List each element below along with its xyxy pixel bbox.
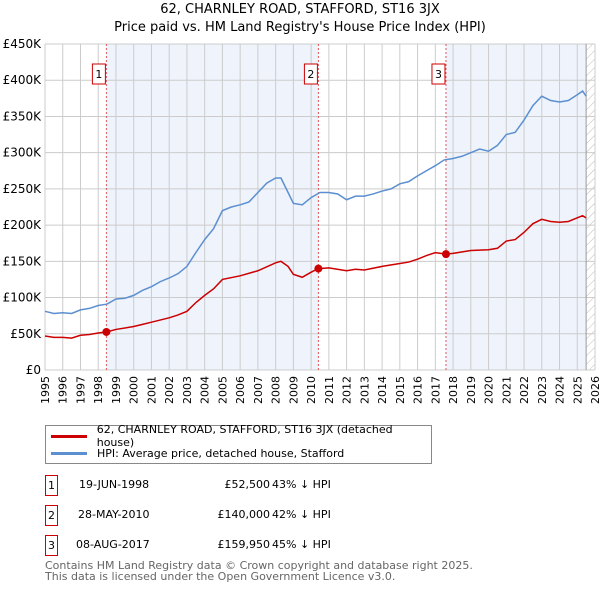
x-tick-label: 2026 <box>589 376 600 404</box>
hpi-line <box>44 90 587 315</box>
forecast-hatch <box>586 44 595 370</box>
sale-hpi-diff: 45% ↓ HPI <box>272 538 331 551</box>
legend-label: 62, CHARNLEY ROAD, STAFFORD, ST16 3JX (d… <box>96 423 393 449</box>
x-tick-label: 2014 <box>376 376 389 404</box>
x-tick-label: 1996 <box>57 376 70 404</box>
x-tick-label: 2003 <box>181 376 194 404</box>
x-tick-label: 2007 <box>252 376 265 404</box>
sale-date: 08-AUG-2017 <box>76 538 150 551</box>
sale-point <box>102 327 111 336</box>
x-tick-label: 2016 <box>412 376 425 404</box>
price-chart: 1995 1996 1997 1998 1999 2000 2001 2002 2003 2004… <box>3 37 600 404</box>
sale-marker-box <box>431 63 446 85</box>
shaded-region <box>106 44 319 370</box>
sale-marker-label: 1 <box>95 68 102 81</box>
sale-marker-box <box>91 63 106 85</box>
sale-hpi-diff: 43% ↓ HPI <box>272 478 331 491</box>
x-tick-label: 2005 <box>216 376 229 404</box>
sale-badge: 1 <box>45 475 58 496</box>
y-tick-label: £100K <box>3 291 43 305</box>
legend-item-property: 62, CHARNLEY ROAD, STAFFORD, ST16 3JX (d… <box>51 423 431 449</box>
x-tick-label: 2001 <box>145 376 158 404</box>
footer-copyright: Contains HM Land Registry data © Crown c… <box>45 559 473 572</box>
x-tick-label: 2025 <box>571 376 584 404</box>
legend-label: HPI: Average price, detached house, Staf… <box>97 446 345 460</box>
y-tick-label: £450K <box>3 37 43 51</box>
x-tick-label: 2019 <box>465 376 478 404</box>
x-tick-label: 2010 <box>305 376 318 404</box>
x-tick-label: 2002 <box>163 376 176 404</box>
x-tick-label: 2006 <box>234 376 247 404</box>
sale-marker-label: 3 <box>435 68 442 81</box>
sale-marker-label: 2 <box>307 68 314 81</box>
y-tick-label: £250K <box>3 182 43 196</box>
sale-marker-box <box>303 63 318 85</box>
y-tick-label: £150K <box>3 254 43 268</box>
x-tick-label: 2023 <box>536 376 549 404</box>
x-tick-label: 1995 <box>39 376 52 404</box>
sale-date: 19-JUN-1998 <box>79 478 150 491</box>
legend-swatch-blue <box>51 451 87 455</box>
x-tick-label: 2004 <box>199 376 212 404</box>
x-tick-label: 1998 <box>92 376 105 404</box>
x-tick-label: 2020 <box>483 376 496 404</box>
x-tick-label: 2011 <box>323 376 336 404</box>
sale-date: 28-MAY-2010 <box>78 508 150 521</box>
footer: Contains HM Land Registry data © Crown c… <box>45 560 473 582</box>
x-tick-label: 2000 <box>128 376 141 404</box>
sale-price: £52,500 <box>224 478 271 491</box>
x-tick-label: 2018 <box>447 376 460 404</box>
sale-row: 3 08-AUG-2017 £159,950 45% ↓ HPI <box>45 535 445 556</box>
legend-item-hpi: HPI: Average price, detached house, Staf… <box>51 445 344 461</box>
sale-badge: 3 <box>45 535 58 556</box>
sale-point <box>314 264 323 273</box>
legend: 62, CHARNLEY ROAD, STAFFORD, ST16 3JX (d… <box>45 423 432 464</box>
y-tick-label: £300K <box>3 146 43 160</box>
sale-point <box>441 250 450 259</box>
chart-title: 62, CHARNLEY ROAD, STAFFORD, ST16 3JX <box>160 2 440 17</box>
x-tick-label: 2013 <box>358 376 371 404</box>
x-tick-label: 2015 <box>394 376 407 404</box>
sale-price: £140,000 <box>217 508 271 521</box>
footer-licence: This data is licensed under the Open Gov… <box>45 570 396 583</box>
x-tick-label: 2008 <box>270 376 283 404</box>
shaded-region <box>445 44 587 370</box>
y-tick-label: £350K <box>3 109 43 123</box>
legend-swatch-red <box>51 434 87 438</box>
y-tick-label: £0 <box>26 363 41 377</box>
x-tick-label: 2022 <box>518 376 531 404</box>
sale-row: 2 28-MAY-2010 £140,000 42% ↓ HPI <box>45 505 445 526</box>
sale-hpi-diff: 42% ↓ HPI <box>272 508 331 521</box>
property-price-line <box>44 214 587 339</box>
sale-badge: 2 <box>45 505 58 526</box>
y-tick-label: £400K <box>3 73 43 87</box>
x-tick-label: 1999 <box>110 376 123 404</box>
x-tick-label: 2017 <box>429 376 442 404</box>
chart-subtitle: Price paid vs. HM Land Registry's House … <box>114 20 486 35</box>
x-tick-label: 1997 <box>74 376 87 404</box>
sale-price: £159,950 <box>217 538 271 551</box>
x-tick-label: 2021 <box>500 376 513 404</box>
x-tick-label: 2009 <box>287 376 300 404</box>
x-tick-label: 2012 <box>341 376 354 404</box>
y-tick-label: £50K <box>10 327 42 341</box>
y-tick-label: £200K <box>3 218 43 232</box>
sale-row: 1 19-JUN-1998 £52,500 43% ↓ HPI <box>45 475 445 496</box>
x-tick-label: 2024 <box>554 376 567 404</box>
